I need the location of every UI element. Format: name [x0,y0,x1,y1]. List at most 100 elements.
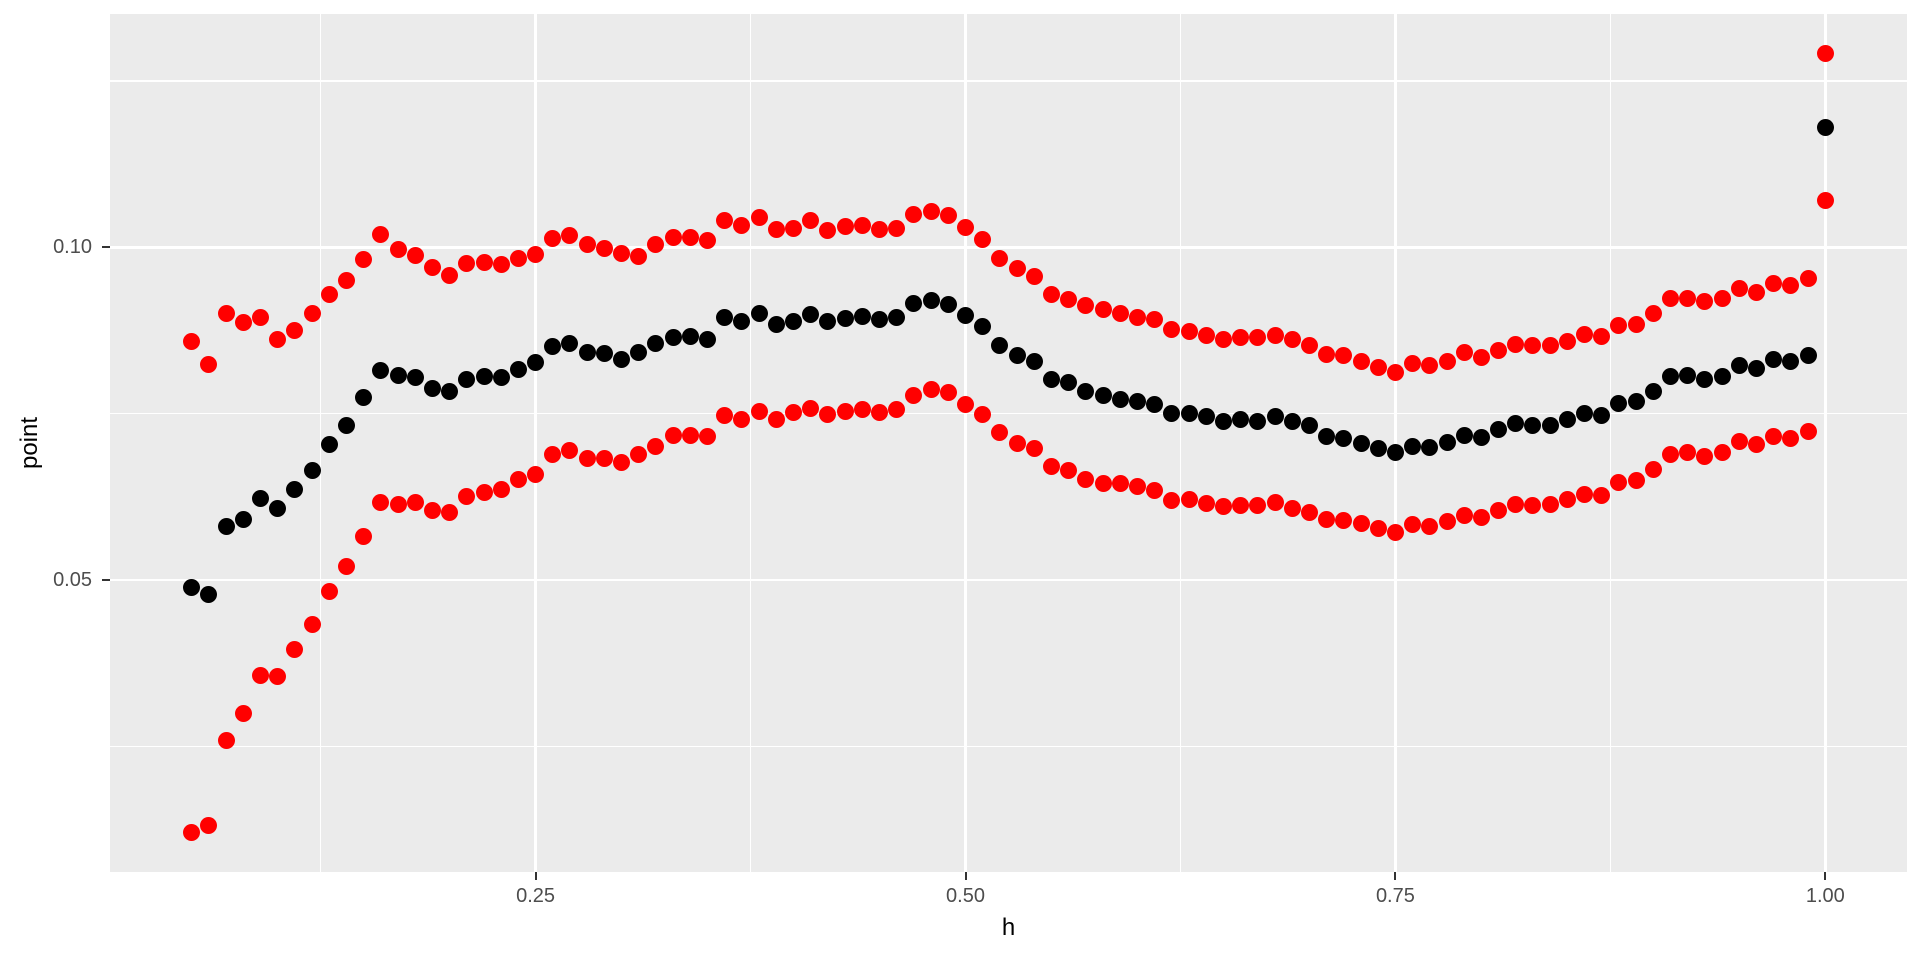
data-point-estimate [1610,394,1628,412]
data-point-upper-band [441,266,459,284]
data-point-upper-band [991,250,1009,268]
data-point-upper-band [595,240,613,258]
data-point-estimate [320,435,338,453]
data-point-lower-band [1042,458,1060,476]
data-point-lower-band [888,401,906,419]
data-point-estimate [1249,412,1267,430]
data-point-upper-band [1816,44,1834,62]
data-point-upper-band [1593,328,1611,346]
data-point-lower-band [1300,504,1318,522]
data-point-estimate [372,362,390,379]
vertical-gridline [1609,14,1612,872]
data-point-lower-band [1799,423,1817,441]
data-point-lower-band [991,423,1009,441]
data-point-lower-band [1490,501,1508,519]
data-point-estimate [1025,353,1043,371]
y-tick-mark [102,579,110,581]
data-point-upper-band [1782,276,1800,294]
data-point-lower-band [1507,495,1525,513]
data-point-estimate [613,351,631,369]
data-point-lower-band [423,501,441,519]
data-point-lower-band [1558,491,1576,509]
data-point-lower-band [286,640,304,658]
x-tick-label: 0.50 [946,885,985,907]
data-point-upper-band [905,205,923,223]
data-point-upper-band [286,322,304,340]
data-point-upper-band [1163,321,1181,339]
data-point-lower-band [905,386,923,404]
data-point-estimate [1352,434,1370,452]
y-axis-title: point [16,416,43,470]
data-point-estimate [1765,351,1783,369]
data-point-upper-band [1748,283,1766,301]
data-point-lower-band [1782,429,1800,447]
data-point-upper-band [1369,359,1387,377]
data-point-estimate [1266,407,1284,425]
data-point-upper-band [647,236,665,254]
data-point-estimate [1799,346,1817,364]
data-point-upper-band [234,314,252,332]
data-point-lower-band [1696,447,1714,465]
data-point-upper-band [406,246,424,264]
data-point-estimate [1386,444,1404,462]
data-point-upper-band [337,272,355,290]
data-point-upper-band [1060,290,1078,308]
data-point-lower-band [1197,495,1215,513]
data-point-estimate [1197,407,1215,425]
data-point-estimate [475,367,493,385]
data-point-upper-band [785,219,803,237]
data-point-lower-band [1438,512,1456,530]
data-point-estimate [441,383,459,401]
data-point-upper-band [509,249,527,267]
data-point-upper-band [1576,326,1594,344]
data-point-lower-band [1111,475,1129,493]
data-point-estimate [1128,393,1146,411]
data-point-estimate [492,368,510,386]
data-point-estimate [1421,439,1439,457]
x-tick-mark [534,872,537,880]
data-point-lower-band [957,395,974,413]
data-point-estimate [664,328,682,346]
data-point-lower-band [544,445,562,463]
data-point-lower-band [1214,498,1232,516]
data-point-lower-band [1593,487,1611,505]
data-point-estimate [303,462,321,480]
plot-panel [110,14,1907,872]
data-point-lower-band [1232,497,1250,515]
data-point-estimate [337,416,355,434]
data-point-estimate [355,389,373,407]
data-point-upper-band [1300,336,1318,354]
data-point-lower-band [853,400,871,418]
data-point-lower-band [1455,506,1473,524]
data-point-estimate [544,338,562,356]
data-point-lower-band [389,496,407,514]
data-point-estimate [217,518,235,536]
data-point-lower-band [1352,514,1370,532]
data-point-lower-band [630,446,648,464]
data-point-upper-band [578,236,596,254]
data-point-estimate [905,294,923,312]
data-point-estimate [681,328,699,346]
data-point-upper-band [1765,274,1783,292]
data-point-lower-band [939,383,957,401]
data-point-estimate [1146,395,1164,413]
data-point-estimate [1576,404,1594,422]
data-point-upper-band [613,244,631,262]
data-point-lower-band [802,399,820,417]
data-point-upper-band [802,212,820,230]
data-point-upper-band [1042,286,1060,304]
data-point-estimate [1163,405,1181,423]
data-point-estimate [1369,439,1387,457]
data-point-lower-band [320,582,338,600]
data-point-estimate [785,313,803,331]
data-point-lower-band [1576,485,1594,503]
data-point-estimate [1077,382,1095,400]
data-point-lower-band [681,427,699,445]
data-point-estimate [251,489,269,507]
data-point-estimate [389,366,407,384]
data-point-estimate [1438,433,1456,451]
data-point-lower-band [785,403,803,421]
vertical-gridline [534,14,537,872]
data-point-upper-band [183,333,201,351]
data-point-estimate [853,308,871,326]
